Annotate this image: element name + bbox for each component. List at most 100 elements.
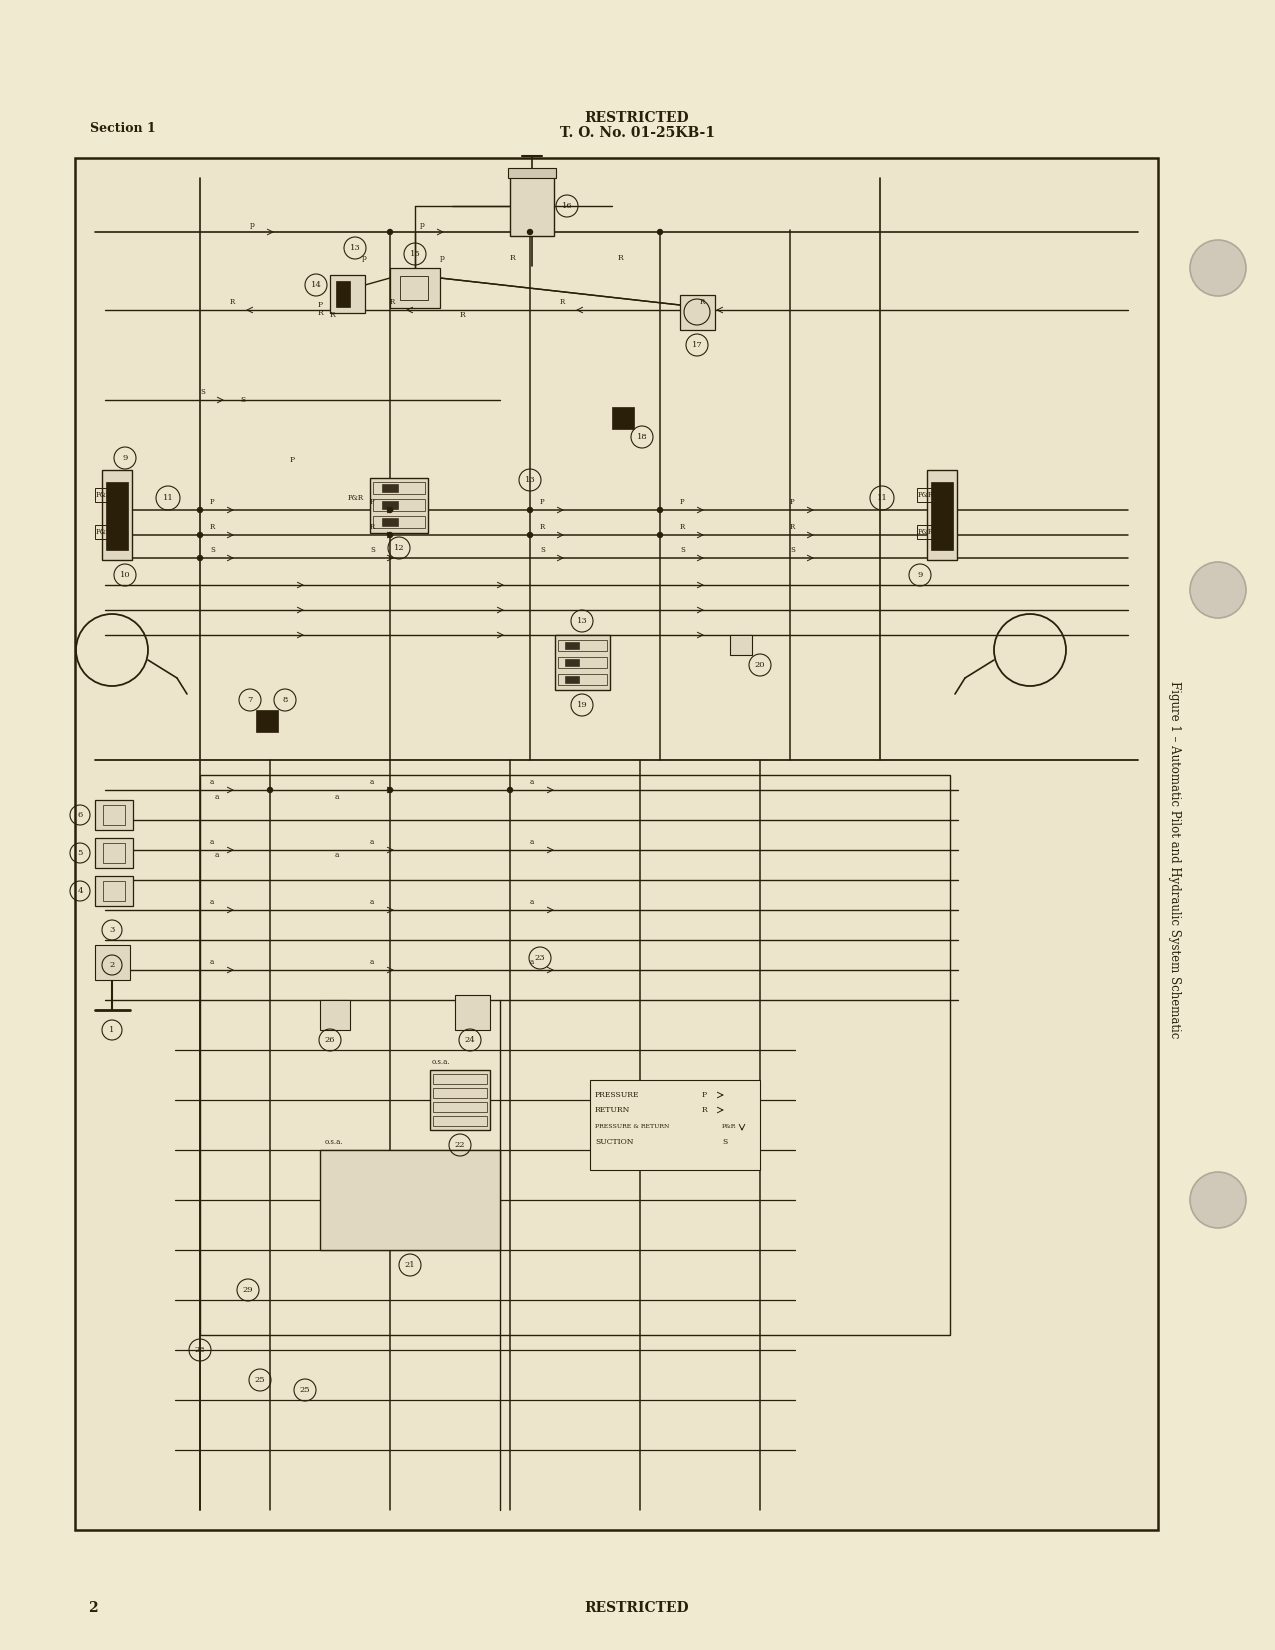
Bar bbox=[455, 995, 490, 1030]
Text: 8: 8 bbox=[282, 696, 288, 705]
Text: 22: 22 bbox=[455, 1142, 465, 1148]
Circle shape bbox=[1190, 239, 1246, 295]
Text: P: P bbox=[703, 1091, 708, 1099]
Text: PRESSURE & RETURN: PRESSURE & RETURN bbox=[595, 1125, 669, 1130]
Bar bbox=[96, 800, 133, 830]
Text: 1: 1 bbox=[110, 1026, 115, 1035]
Bar bbox=[434, 1102, 487, 1112]
Text: a: a bbox=[335, 851, 339, 860]
Text: p: p bbox=[362, 254, 367, 262]
Bar bbox=[927, 470, 958, 559]
Bar bbox=[390, 267, 440, 309]
Text: 25: 25 bbox=[255, 1376, 265, 1384]
Bar bbox=[102, 470, 133, 559]
Text: 16: 16 bbox=[562, 201, 572, 210]
Text: R: R bbox=[390, 299, 395, 305]
Bar bbox=[434, 1074, 487, 1084]
Bar bbox=[917, 488, 949, 502]
Bar bbox=[200, 776, 950, 1335]
Text: 9: 9 bbox=[122, 454, 128, 462]
Text: o.s.a.: o.s.a. bbox=[325, 1138, 344, 1147]
Text: a: a bbox=[370, 959, 375, 965]
Text: 26: 26 bbox=[325, 1036, 335, 1044]
Circle shape bbox=[528, 508, 533, 513]
Bar bbox=[103, 805, 125, 825]
Text: a: a bbox=[215, 794, 219, 800]
Text: a: a bbox=[370, 838, 375, 846]
Text: R: R bbox=[700, 299, 705, 305]
Bar bbox=[103, 881, 125, 901]
Bar bbox=[565, 676, 579, 683]
Circle shape bbox=[198, 508, 203, 513]
Text: R: R bbox=[210, 523, 215, 531]
Circle shape bbox=[268, 787, 273, 792]
Text: Figure 1 – Automatic Pilot and Hydraulic System Schematic: Figure 1 – Automatic Pilot and Hydraulic… bbox=[1168, 681, 1182, 1040]
Text: 13: 13 bbox=[576, 617, 588, 625]
Text: R: R bbox=[460, 310, 465, 318]
Text: RESTRICTED: RESTRICTED bbox=[585, 1600, 690, 1615]
Text: a: a bbox=[530, 838, 534, 846]
Text: 4: 4 bbox=[78, 888, 83, 894]
Bar bbox=[320, 1000, 351, 1030]
Bar bbox=[434, 1087, 487, 1097]
Text: 9: 9 bbox=[917, 571, 923, 579]
Bar bbox=[382, 502, 398, 508]
Text: 17: 17 bbox=[691, 342, 703, 350]
Text: R: R bbox=[541, 523, 546, 531]
Text: S: S bbox=[200, 388, 205, 396]
Circle shape bbox=[1190, 563, 1246, 619]
Text: R: R bbox=[317, 309, 324, 317]
Bar bbox=[382, 518, 398, 526]
Circle shape bbox=[388, 508, 393, 513]
Text: T. O. No. 01-25KB-1: T. O. No. 01-25KB-1 bbox=[560, 125, 714, 140]
Text: RESTRICTED: RESTRICTED bbox=[585, 111, 690, 125]
Text: 10: 10 bbox=[120, 571, 130, 579]
Bar bbox=[430, 1069, 490, 1130]
Text: a: a bbox=[370, 898, 375, 906]
Text: p: p bbox=[419, 221, 425, 229]
Text: a: a bbox=[210, 838, 214, 846]
Text: R: R bbox=[790, 523, 796, 531]
Circle shape bbox=[388, 533, 393, 538]
Text: P: P bbox=[210, 498, 214, 507]
Bar bbox=[330, 276, 365, 314]
Text: 5: 5 bbox=[78, 850, 83, 856]
Text: a: a bbox=[210, 959, 214, 965]
Text: R: R bbox=[618, 254, 623, 262]
Text: S: S bbox=[240, 396, 245, 404]
Text: 13: 13 bbox=[524, 475, 536, 483]
Bar bbox=[507, 168, 556, 178]
Bar bbox=[96, 525, 128, 540]
Bar bbox=[555, 635, 609, 690]
Text: 3: 3 bbox=[110, 926, 115, 934]
Text: 23: 23 bbox=[534, 954, 546, 962]
Circle shape bbox=[528, 533, 533, 538]
Text: a: a bbox=[530, 779, 534, 785]
Bar bbox=[558, 640, 607, 652]
Text: S: S bbox=[722, 1138, 727, 1147]
Bar bbox=[75, 158, 1158, 1530]
Bar bbox=[106, 482, 128, 549]
Bar bbox=[510, 177, 555, 236]
Text: a: a bbox=[210, 898, 214, 906]
Bar bbox=[374, 516, 425, 528]
Text: R: R bbox=[560, 299, 565, 305]
Bar bbox=[558, 657, 607, 668]
Text: a: a bbox=[370, 779, 375, 785]
Bar bbox=[374, 482, 425, 493]
Circle shape bbox=[198, 556, 203, 561]
Text: 14: 14 bbox=[311, 280, 321, 289]
Text: R: R bbox=[230, 299, 236, 305]
Text: p: p bbox=[440, 254, 445, 262]
Text: S: S bbox=[210, 546, 215, 554]
Text: 15: 15 bbox=[409, 251, 421, 257]
Bar bbox=[565, 642, 579, 648]
Text: R: R bbox=[680, 523, 685, 531]
Circle shape bbox=[1190, 1172, 1246, 1228]
Text: 2: 2 bbox=[88, 1600, 98, 1615]
Text: R: R bbox=[370, 523, 375, 531]
Circle shape bbox=[388, 229, 393, 234]
Text: SUCTION: SUCTION bbox=[595, 1138, 634, 1147]
Text: 6: 6 bbox=[78, 812, 83, 818]
Circle shape bbox=[658, 508, 663, 513]
